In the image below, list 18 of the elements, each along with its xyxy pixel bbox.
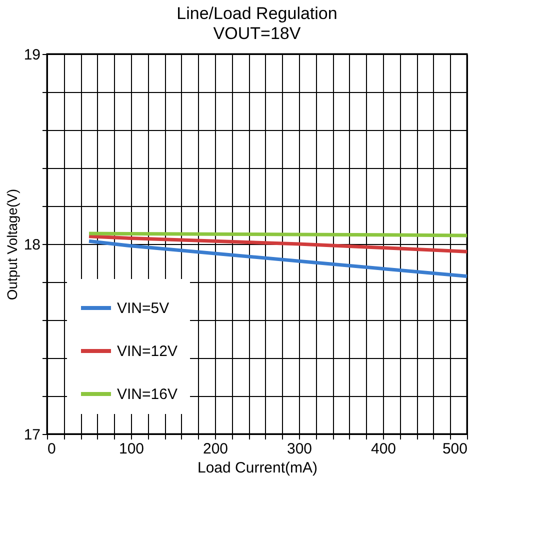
chart-title: Line/Load Regulation (176, 4, 338, 23)
x-tick-label: 400 (370, 440, 396, 458)
y-axis-title: Output Voltage(V) (4, 188, 20, 300)
x-tick-label: 200 (202, 440, 228, 458)
y-tick-label: 19 (24, 46, 40, 64)
line-series (87, 239, 469, 278)
legend-label: VIN=5V (117, 300, 170, 317)
y-tick-label: 18 (24, 236, 40, 254)
legend-label: VIN=12V (117, 343, 178, 360)
x-tick-label: 100 (118, 440, 144, 458)
x-axis-title: Load Current(mA) (197, 460, 318, 476)
chart-subtitle: VOUT=18V (213, 24, 302, 43)
x-tick-label: 500 (442, 440, 468, 458)
x-tick-label: 300 (286, 440, 312, 458)
line-series (87, 234, 469, 254)
x-tick-label: 0 (48, 440, 56, 458)
y-tick-label: 17 (24, 426, 40, 444)
legend-label: VIN=16V (117, 386, 178, 403)
